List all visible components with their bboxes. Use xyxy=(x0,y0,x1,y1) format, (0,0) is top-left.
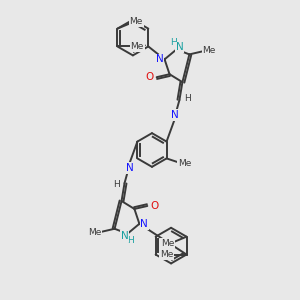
Text: H: H xyxy=(113,180,120,189)
Text: H: H xyxy=(170,38,177,47)
Text: N: N xyxy=(121,231,128,241)
Text: Me: Me xyxy=(130,42,144,51)
Text: N: N xyxy=(156,54,164,64)
Text: Me: Me xyxy=(160,250,173,259)
Text: N: N xyxy=(176,43,183,52)
Text: O: O xyxy=(150,201,158,211)
Text: Me: Me xyxy=(202,46,216,55)
Text: N: N xyxy=(126,163,133,173)
Text: Me: Me xyxy=(88,228,101,237)
Text: Me: Me xyxy=(161,239,174,248)
Text: N: N xyxy=(171,110,178,120)
Text: N: N xyxy=(140,219,148,229)
Text: Me: Me xyxy=(130,17,143,26)
Text: H: H xyxy=(127,236,134,245)
Text: H: H xyxy=(184,94,191,103)
Text: Me: Me xyxy=(178,159,191,168)
Text: O: O xyxy=(146,72,154,82)
